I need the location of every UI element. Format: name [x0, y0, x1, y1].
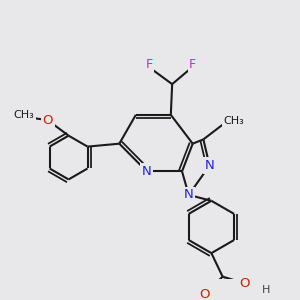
Text: O: O [199, 288, 210, 300]
Text: N: N [142, 165, 152, 178]
Text: N: N [184, 188, 194, 201]
Text: F: F [189, 58, 196, 71]
Text: O: O [43, 114, 53, 127]
Text: O: O [239, 277, 250, 290]
Text: CH₃: CH₃ [223, 116, 244, 126]
Text: H: H [262, 285, 270, 295]
Text: CH₃: CH₃ [14, 110, 34, 120]
Text: N: N [205, 159, 214, 172]
Text: F: F [146, 58, 152, 71]
